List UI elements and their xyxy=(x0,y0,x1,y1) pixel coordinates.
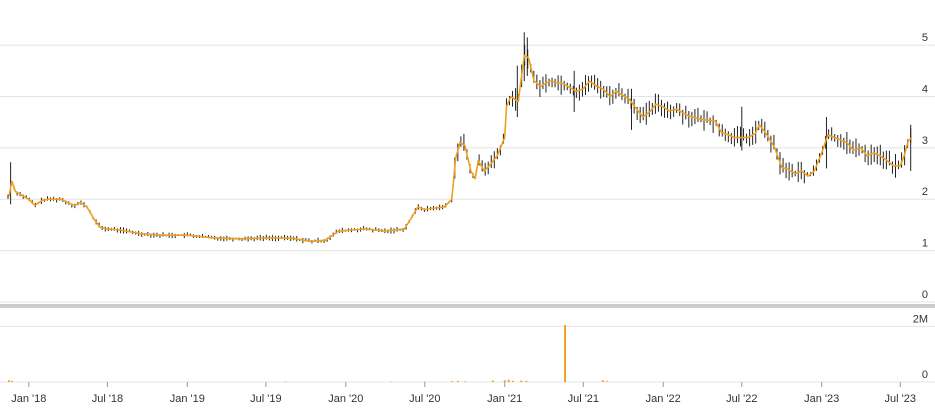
price-y-tick-label: 3 xyxy=(922,135,928,147)
x-axis-tick-label: Jul '18 xyxy=(92,393,123,405)
price-ma-line xyxy=(8,54,913,243)
volume-bar xyxy=(450,381,453,382)
volume-bar xyxy=(284,381,287,383)
panel-divider xyxy=(0,304,935,308)
price-y-tick-label: 0 xyxy=(922,289,928,301)
volume-bar xyxy=(7,380,10,382)
volume-bar xyxy=(390,381,393,383)
x-axis-tick-label: Jan '23 xyxy=(804,393,839,405)
volume-bar xyxy=(491,380,494,382)
volume-bar xyxy=(525,380,528,382)
volume-bar xyxy=(463,381,466,382)
x-axis-tick-label: Jan '18 xyxy=(11,393,46,405)
volume-bar xyxy=(606,381,609,382)
price-candles xyxy=(7,32,912,244)
price-gridlines xyxy=(0,44,935,303)
price-y-tick-label: 2 xyxy=(922,186,928,198)
x-axis-tick-label: Jan '21 xyxy=(487,393,522,405)
x-axis-tick-label: Jan '22 xyxy=(646,393,681,405)
price-line-series xyxy=(8,54,913,243)
volume-bar xyxy=(564,324,567,382)
volume-bar xyxy=(10,380,13,382)
volume-bar xyxy=(503,380,506,382)
volume-gridlines xyxy=(0,325,935,383)
x-axis-tick-label: Jan '19 xyxy=(170,393,205,405)
x-axis-tick-label: Jul '23 xyxy=(885,393,916,405)
volume-bar xyxy=(456,380,459,382)
x-axis-tick-label: Jan '20 xyxy=(328,393,363,405)
volume-y-tick-label: 0 xyxy=(922,369,928,381)
panel-divider-bar xyxy=(0,304,935,308)
price-y-tick-label: 5 xyxy=(922,32,928,44)
x-axis-tick-label: Jul '20 xyxy=(409,393,440,405)
volume-bar xyxy=(423,381,426,383)
price-y-tick-label: 4 xyxy=(922,83,928,95)
x-axis-ticks: Jan '18 Jul '18 Jan '19 Jul '19 Jan '20 Jul '… xyxy=(11,382,916,405)
volume-y-tick-label: 2M xyxy=(913,313,928,325)
volume-bar xyxy=(511,380,514,382)
price-y-tick-label: 1 xyxy=(922,238,928,250)
price-y-axis-ticks: 0 1 2 3 4 5 xyxy=(922,32,928,301)
volume-y-axis-ticks: 0 2M xyxy=(913,313,928,381)
x-axis-tick-label: Jul '21 xyxy=(568,393,599,405)
volume-bar xyxy=(507,379,510,382)
x-axis-tick-label: Jul '19 xyxy=(250,393,281,405)
volume-bars xyxy=(7,324,609,383)
x-axis-tick-label: Jul '22 xyxy=(726,393,757,405)
volume-bar xyxy=(520,380,523,382)
volume-bar xyxy=(601,380,604,382)
